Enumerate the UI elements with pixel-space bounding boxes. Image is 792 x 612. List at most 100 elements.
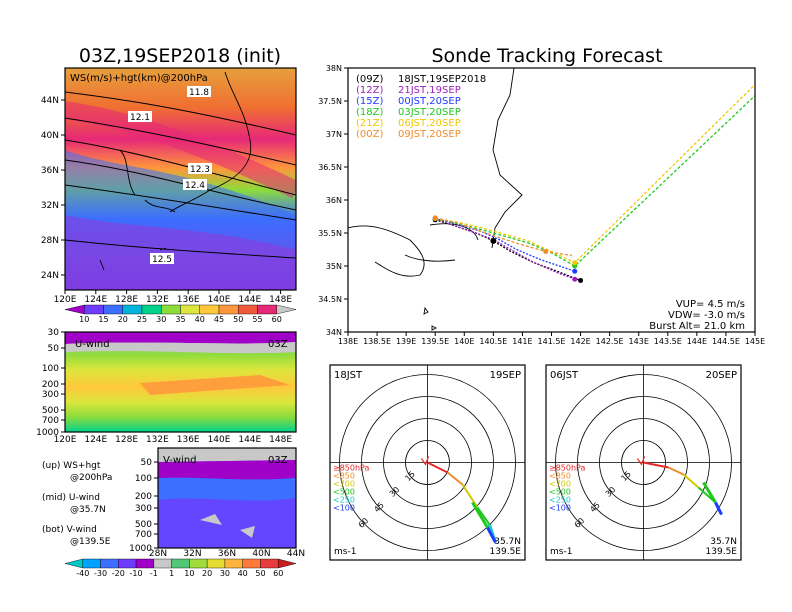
contour-label: 11.8 <box>189 88 209 98</box>
u-wind-x-tick-label: 136E <box>177 435 200 445</box>
hodograph-time: 18JST <box>334 370 363 381</box>
contour-label: 12.1 <box>130 113 150 123</box>
legend-label: 18JST,19SEP2018 <box>398 74 486 85</box>
hodograph-panel-2: 06JST 20SEP35.7N139.5Ems-115304560≥850hPa… <box>545 364 742 561</box>
legend-label: 00JST,20SEP <box>398 96 461 107</box>
hodograph-level: <850 <box>549 472 571 481</box>
u-wind-title: U-wind <box>75 339 110 350</box>
v-wind-x-tick-label: 44N <box>287 549 305 559</box>
v-wind-colorbar-segment <box>100 558 119 569</box>
forecast-x-tick-label: 140E <box>454 337 474 346</box>
u-wind-x-tick-label: 132E <box>146 435 169 445</box>
v-wind-colorbar-segment <box>242 558 261 569</box>
hodograph-level: ≥850hPa <box>333 464 370 473</box>
track-end-point <box>578 278 584 284</box>
map-colorbar-segment <box>180 304 200 315</box>
forecast-param: VDW= -3.0 m/s <box>668 310 745 321</box>
v-wind-colorbar-segment <box>189 558 208 569</box>
v-wind-colorbar-label: 20 <box>202 569 212 578</box>
forecast-y-tick-label: 34.5N <box>318 295 342 304</box>
map-colorbar-segment <box>257 304 277 315</box>
v-wind-colorbar-label: 60 <box>273 569 283 578</box>
u-wind-y-tick-label: 700 <box>42 416 59 426</box>
note-line: @200hPa <box>70 473 112 483</box>
v-wind-time: 03Z <box>268 455 288 466</box>
map-x-tick-label: 148E <box>269 295 292 305</box>
legend-label: 03JST,20SEP <box>398 107 461 118</box>
hodograph-date: 20SEP <box>706 370 737 381</box>
track-end-point <box>543 248 549 254</box>
forecast-x-tick-label: 144.5E <box>712 337 740 346</box>
hodograph-level: <250 <box>333 496 355 505</box>
legend-code: (00Z) <box>356 129 383 140</box>
forecast-x-tick-label: 138.5E <box>363 337 391 346</box>
map-colorbar-segment <box>122 304 143 315</box>
hodograph-panel-1: 18JST 19SEP35.7N139.5Ems-115304560≥850hPa… <box>329 364 526 561</box>
track-marker <box>490 237 497 244</box>
hodograph-trace <box>461 483 479 509</box>
forecast-tracks <box>432 84 755 284</box>
forecast-x-tick-label: 144E <box>687 337 707 346</box>
v-wind-y-tick-label: 200 <box>135 492 152 502</box>
forecast-y-ticks: 38N 37.5N 37N 36.5N 36N 35.5N 35N 34.5N 34N <box>318 64 348 337</box>
map-x-tick-label: 144E <box>238 295 261 305</box>
map-colorbar-label: 30 <box>156 315 166 324</box>
u-wind-top-band <box>65 332 296 344</box>
height-contours <box>65 91 296 259</box>
track-end-point <box>572 268 578 274</box>
map-colorbar-segment <box>276 304 297 315</box>
v-wind-x-tick-label: 32N <box>183 549 201 559</box>
map-colorbar-segment <box>141 304 162 315</box>
forecast-x-tick-label: 143.5E <box>654 337 682 346</box>
v-wind-colorbar-label: -1 <box>150 569 158 578</box>
map-colorbar-label: 20 <box>118 315 128 324</box>
forecast-y-tick-label: 37N <box>326 130 342 139</box>
v-wind-colorbar-segment <box>118 558 137 569</box>
v-wind-frame <box>157 447 297 549</box>
v-wind-y-tick-label: 700 <box>135 530 152 540</box>
hodograph-level: <100 <box>549 504 571 513</box>
contour-label-box <box>128 111 152 122</box>
u-wind-grey-band <box>65 342 296 354</box>
map-colorbar-segment <box>218 304 239 315</box>
hodograph-surface-wind <box>421 456 430 466</box>
map-frame <box>64 67 297 291</box>
map-colorbar-segment <box>84 304 104 315</box>
legend-code: (09Z) <box>356 74 383 85</box>
forecast-x-tick-label: 143E <box>629 337 649 346</box>
hodograph-level: <700 <box>333 480 355 489</box>
legend-label: 21JST,19SEP <box>398 85 461 96</box>
v-wind-x-tick-label: 40N <box>252 549 270 559</box>
hodograph-trace <box>486 526 497 544</box>
hodograph-trace <box>643 461 669 469</box>
forecast-panel: Sonde Tracking Forecast 138E 138.5E 139E 13… <box>318 45 765 346</box>
v-wind-x-tick-label: 28N <box>149 549 167 559</box>
map-colorbar: 10 15 20 25 30 35 40 45 50 55 60 <box>64 304 297 324</box>
contour-label-box <box>187 86 211 97</box>
map-y-tick-label: 24N <box>41 271 59 281</box>
track-end-point <box>572 260 578 266</box>
forecast-x-tick-label: 139E <box>396 337 416 346</box>
hodograph-level: <700 <box>549 480 571 489</box>
legend-label: 09JST,20SEP <box>398 129 461 140</box>
forecast-x-tick-label: 141.5E <box>538 337 566 346</box>
v-wind-y-tick-label: 1000 <box>129 544 152 554</box>
u-wind-x-tick-label: 120E <box>54 435 77 445</box>
legend-code: (21Z) <box>356 118 383 129</box>
map-y-ticks: 44N 40N 36N 32N 28N 24N <box>41 96 65 281</box>
v-wind-x-ticks: 28N 32N 36N 40N 44N <box>149 549 305 559</box>
map-colorbar-label: 15 <box>98 315 108 324</box>
map-colorbar-label: 50 <box>233 315 243 324</box>
u-wind-x-tick-label: 144E <box>238 435 261 445</box>
hodograph-level: ≥850hPa <box>549 464 586 473</box>
u-wind-y-tick-label: 300 <box>42 390 59 400</box>
hodograph-unit: ms-1 <box>550 547 572 557</box>
hodograph-lon: 139.5E <box>490 547 522 557</box>
hodograph-trace <box>476 506 491 526</box>
v-wind-colorbar-segment <box>278 558 297 569</box>
hodograph-level: <250 <box>549 496 571 505</box>
hodograph-time: 06JST <box>550 370 579 381</box>
forecast-track <box>435 84 755 264</box>
